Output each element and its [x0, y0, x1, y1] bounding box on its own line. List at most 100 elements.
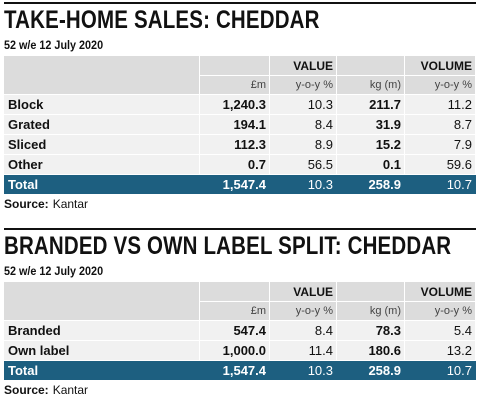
group-header: VALUE — [293, 58, 333, 73]
cell-bg — [4, 135, 199, 154]
cell-bg — [4, 115, 199, 134]
total-row-bg — [4, 175, 476, 194]
cell-bg — [405, 135, 475, 154]
group-header: VALUE — [293, 284, 333, 299]
group-underline — [337, 301, 475, 302]
table-cell: 8.4 — [314, 117, 333, 132]
section-title: TAKE-HOME SALES: CHEDDAR — [4, 6, 320, 34]
row-label: Block — [8, 97, 44, 112]
source-text: Kantar — [52, 383, 89, 397]
table-cell: 15.2 — [375, 137, 401, 152]
total-cell: 258.9 — [368, 363, 401, 378]
cell-bg — [270, 115, 336, 134]
row-label: Other — [8, 157, 43, 172]
top-rule — [4, 2, 476, 4]
cell-bg — [405, 321, 475, 340]
table-cell: 180.6 — [368, 343, 401, 358]
cell-bg — [4, 321, 199, 340]
source-label: Source: — [4, 197, 49, 211]
cell-bg — [337, 135, 404, 154]
unit-header: kg (m) — [369, 78, 401, 91]
cell-bg — [270, 155, 336, 174]
cell-bg — [337, 341, 404, 360]
cell-bg — [337, 95, 404, 114]
table-cell: 78.3 — [375, 323, 401, 338]
cell-bg — [337, 115, 404, 134]
subtitle: 52 w/e 12 July 2020 — [4, 38, 104, 52]
table-cell: 59.6 — [446, 157, 472, 172]
table-cell: 5.4 — [453, 323, 472, 338]
cell-bg — [4, 282, 199, 320]
group-header: VOLUME — [420, 284, 472, 299]
row-label: Sliced — [8, 137, 47, 152]
cell-bg — [200, 95, 269, 114]
table-cell: 211.7 — [369, 97, 401, 112]
total-cell: 1,547.4 — [222, 177, 266, 192]
cell-bg — [200, 321, 269, 340]
table-cell: 11.2 — [447, 97, 472, 112]
group-underline — [200, 75, 336, 76]
group-underline — [337, 75, 475, 76]
source: Source: Kantar — [4, 383, 88, 397]
cell-bg — [405, 95, 475, 114]
top-rule — [4, 228, 476, 230]
table-cell: 1,000.0 — [222, 343, 266, 358]
cell-bg — [270, 135, 336, 154]
table-cell: 8.9 — [314, 137, 333, 152]
table-cell: 112.3 — [234, 137, 266, 152]
unit-header: y-o-y % — [295, 78, 333, 91]
unit-header: y-o-y % — [295, 304, 333, 317]
cell-bg — [200, 341, 269, 360]
source: Source: Kantar — [4, 197, 88, 211]
table-cell: 0.1 — [382, 157, 401, 172]
total-cell: 1,547.4 — [222, 363, 266, 378]
row-label: Grated — [8, 117, 50, 132]
row-label: Own label — [8, 343, 70, 358]
cell-bg — [337, 155, 404, 174]
table-cell: 1,240.3 — [222, 97, 266, 112]
table-cell: 7.9 — [453, 137, 472, 152]
total-cell: Total — [8, 177, 39, 192]
table-cell: 31.9 — [375, 117, 401, 132]
cell-bg — [270, 95, 336, 114]
cell-bg — [270, 321, 336, 340]
table-cell: 8.7 — [453, 117, 472, 132]
cell-bg — [270, 341, 336, 360]
unit-header: kg (m) — [369, 304, 401, 317]
total-row-bg — [4, 361, 476, 380]
unit-header: £m — [250, 304, 266, 317]
table-cell: 8.4 — [314, 323, 333, 338]
section-title: BRANDED VS OWN LABEL SPLIT: CHEDDAR — [4, 232, 452, 260]
total-cell: 10.3 — [307, 177, 333, 192]
source-label: Source: — [4, 383, 49, 397]
subtitle: 52 w/e 12 July 2020 — [4, 264, 104, 278]
total-cell: 258.9 — [368, 177, 401, 192]
table-cell: 10.3 — [307, 97, 333, 112]
cell-bg — [405, 341, 475, 360]
group-underline — [200, 301, 336, 302]
total-cell: 10.7 — [446, 363, 472, 378]
row-label: Branded — [8, 323, 61, 338]
table-cell: 56.5 — [307, 157, 333, 172]
unit-header: y-o-y % — [434, 304, 472, 317]
cell-bg — [4, 95, 199, 114]
cell-bg — [4, 155, 199, 174]
unit-header: £m — [250, 78, 266, 91]
table-cell: 547.4 — [233, 323, 266, 338]
group-header: VOLUME — [420, 58, 472, 73]
total-cell: 10.7 — [446, 177, 472, 192]
cell-bg — [405, 115, 475, 134]
table-cell: 13.2 — [446, 343, 472, 358]
cell-bg — [405, 155, 475, 174]
cell-bg — [337, 321, 404, 340]
unit-header: y-o-y % — [434, 78, 472, 91]
table-cell: 194.1 — [233, 117, 266, 132]
source-text: Kantar — [52, 197, 89, 211]
cell-bg — [200, 115, 269, 134]
cell-bg — [4, 56, 199, 94]
total-cell: 10.3 — [307, 363, 333, 378]
total-cell: Total — [8, 363, 39, 378]
cell-bg — [200, 135, 269, 154]
table-cell: 11.4 — [308, 343, 333, 358]
